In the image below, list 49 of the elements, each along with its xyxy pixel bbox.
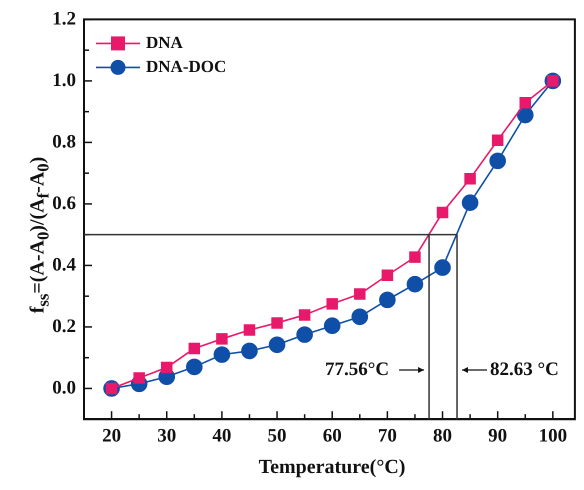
point: [434, 259, 451, 276]
point: [214, 346, 230, 363]
x-tick-label: 90: [488, 426, 508, 447]
point: [271, 317, 283, 329]
point: [216, 333, 228, 345]
point: [489, 152, 506, 170]
point: [160, 362, 172, 374]
x-tick-label: 20: [102, 426, 122, 447]
x-axis-title: Temperature(°C): [258, 456, 406, 479]
ref-line-label: 82.63 °C: [490, 358, 559, 380]
point: [492, 134, 504, 146]
point: [406, 276, 424, 292]
legend-label: DNA-DOC: [146, 56, 226, 76]
point: [268, 336, 286, 354]
x-tick-label: 80: [433, 426, 452, 447]
x-tick-label: 100: [538, 426, 568, 447]
y-tick-label: 0.6: [52, 192, 76, 214]
x-tick-label: 30: [157, 426, 176, 447]
point: [382, 270, 394, 282]
y-tick-label: 1.2: [52, 8, 76, 30]
point: [464, 172, 476, 184]
point: [298, 309, 310, 321]
y-tick-label: 0.8: [52, 131, 76, 152]
point: [351, 308, 368, 326]
point: [186, 358, 203, 376]
point: [296, 326, 313, 343]
point: [462, 194, 478, 211]
point: [379, 292, 396, 308]
point: [326, 298, 338, 310]
point: [409, 251, 421, 263]
point: [133, 372, 145, 384]
x-tick-label: 50: [268, 426, 287, 447]
y-tick-label: 0.4: [52, 254, 76, 276]
point: [188, 342, 200, 354]
ref-line-label: 77.56°C: [324, 358, 390, 380]
y-tick-label: 1.0: [52, 70, 76, 91]
point: [516, 106, 534, 124]
point: [436, 206, 448, 218]
legend-label: DNA: [146, 32, 184, 52]
y-tick-label: 0.0: [52, 377, 76, 398]
point: [244, 324, 256, 336]
y-tick-label: 0.2: [52, 316, 76, 337]
x-tick-label: 40: [212, 426, 232, 447]
point: [520, 96, 532, 108]
point: [324, 317, 341, 334]
x-tick-label: 70: [378, 426, 397, 447]
point: [241, 342, 258, 360]
x-tick-label: 60: [322, 426, 342, 447]
point: [354, 288, 366, 300]
